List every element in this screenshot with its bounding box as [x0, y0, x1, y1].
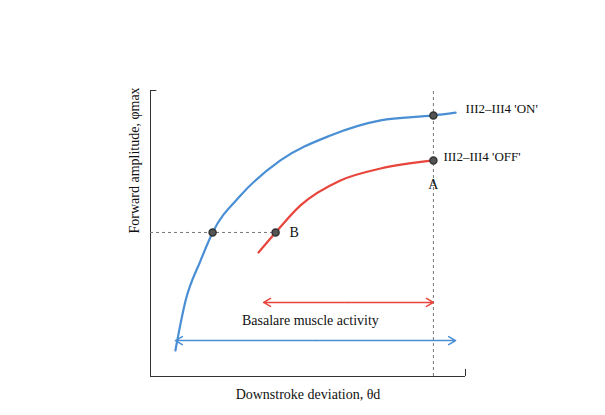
svg-text:Downstroke deviation, θd: Downstroke deviation, θd [236, 387, 381, 402]
svg-text:III2–III4 'ON': III2–III4 'ON' [466, 101, 538, 116]
svg-text:Basalare muscle activity: Basalare muscle activity [242, 313, 379, 328]
svg-text:III2–III4 'OFF': III2–III4 'OFF' [443, 149, 520, 164]
svg-text:Forward amplitude, φmax: Forward amplitude, φmax [127, 87, 142, 233]
svg-text:A: A [428, 177, 439, 192]
svg-text:B: B [290, 225, 299, 240]
